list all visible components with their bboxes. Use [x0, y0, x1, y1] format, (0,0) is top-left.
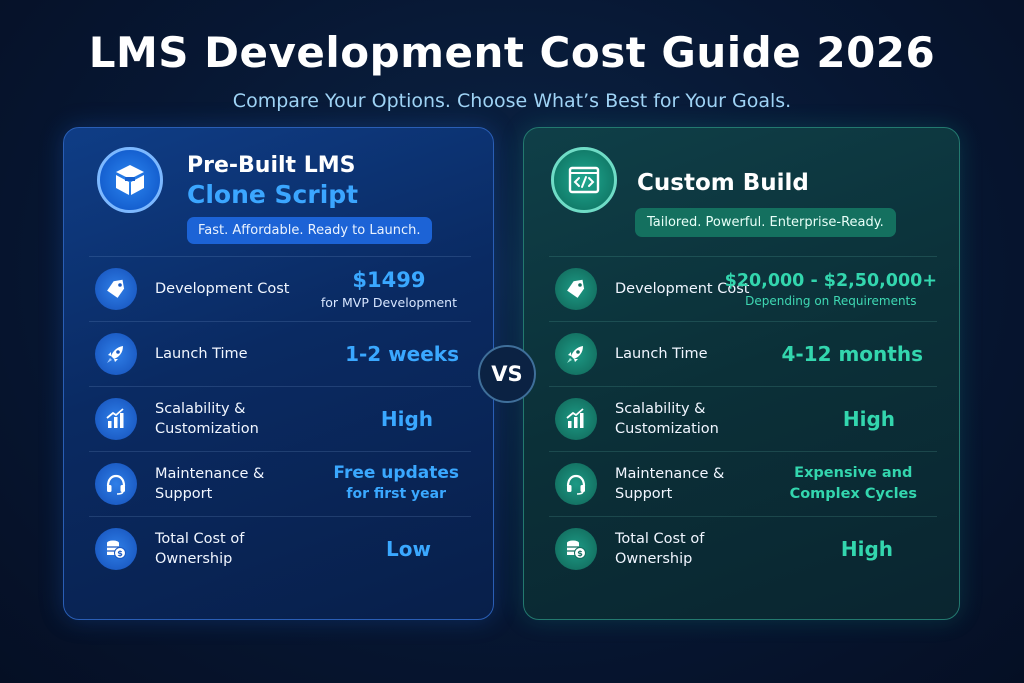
row-launch-time: Launch Time 1-2 weeks [89, 321, 471, 386]
tagline-badge: Fast. Affordable. Ready to Launch. [187, 217, 432, 244]
custom-build-card: Custom Build Tailored. Powerful. Enterpr… [523, 127, 960, 620]
prebuilt-lms-card: Pre-Built LMS Clone Script Fast. Afforda… [63, 127, 494, 620]
row-value-block: $20,000 - $2,50,000+ Depending on Requir… [725, 271, 937, 308]
comparison-rows: Development Cost $1499 for MVP Developme… [89, 256, 471, 581]
row-label: Development Cost [155, 281, 290, 297]
row-value: Free updates [333, 463, 459, 483]
coin-stack-icon: $ [555, 528, 597, 570]
row-label: Total Cost of Ownership [615, 531, 705, 567]
rocket-icon [555, 333, 597, 375]
row-value: 4-12 months [781, 342, 923, 366]
row-total-cost: $ Total Cost of Ownership Low [89, 516, 471, 581]
row-label: Maintenance & Support [615, 466, 725, 502]
row-maintenance: Maintenance & Support Free updates for f… [89, 451, 471, 516]
price-tag-icon [555, 268, 597, 310]
row-value-block: Free updates for first year [333, 463, 459, 505]
row-value-line2: for first year [346, 486, 447, 502]
svg-text:$: $ [577, 549, 583, 558]
row-scalability: Scalability & Customization High [89, 386, 471, 451]
code-window-icon [551, 147, 617, 213]
comparison-rows: Development Cost $20,000 - $2,50,000+ De… [549, 256, 937, 581]
row-label: Development Cost [615, 281, 750, 297]
row-label: Launch Time [155, 346, 248, 362]
row-value-note: Depending on Requirements [745, 293, 917, 308]
row-label: Scalability & Customization [615, 401, 719, 437]
row-maintenance: Maintenance & Support Expensive and Comp… [549, 451, 937, 516]
row-scalability: Scalability & Customization High [549, 386, 937, 451]
card-heading-line2: Clone Script [187, 180, 359, 209]
headset-icon [95, 463, 137, 505]
row-value: High [842, 407, 895, 431]
tagline-badge: Tailored. Powerful. Enterprise-Ready. [635, 208, 896, 237]
row-value-line2: Complex Cycles [789, 486, 917, 502]
row-development-cost: Development Cost $1499 for MVP Developme… [89, 256, 471, 321]
row-value: Low [386, 537, 431, 561]
coin-stack-icon: $ [95, 528, 137, 570]
row-label: Total Cost of Ownership [155, 531, 245, 567]
row-value: High [840, 537, 893, 561]
headset-icon [555, 463, 597, 505]
rocket-icon [95, 333, 137, 375]
row-value-block: $1499 for MVP Development [321, 268, 457, 310]
cube-box-icon [97, 147, 163, 213]
row-total-cost: $ Total Cost of Ownership High [549, 516, 937, 581]
row-value: High [380, 407, 433, 431]
page-title: LMS Development Cost Guide 2026 [88, 28, 936, 77]
page-subtitle: Compare Your Options. Choose What’s Best… [232, 90, 792, 112]
row-launch-time: Launch Time 4-12 months [549, 321, 937, 386]
row-value-block: Expensive and Complex Cycles [790, 463, 917, 505]
row-label: Launch Time [615, 346, 708, 362]
row-value: $20,000 - $2,50,000+ [724, 270, 937, 291]
growth-chart-icon [95, 398, 137, 440]
row-value: $1499 [352, 268, 426, 292]
card-heading-line1: Pre-Built LMS [187, 153, 356, 178]
row-value: 1-2 weeks [345, 342, 459, 366]
card-heading: Custom Build [637, 170, 809, 196]
row-value-note: for MVP Development [320, 295, 457, 310]
vs-badge: VS [478, 345, 536, 403]
row-label: Scalability & Customization [155, 401, 259, 437]
row-value: Expensive and [794, 465, 913, 481]
price-tag-icon [95, 268, 137, 310]
svg-text:$: $ [117, 549, 123, 558]
row-development-cost: Development Cost $20,000 - $2,50,000+ De… [549, 256, 937, 321]
growth-chart-icon [555, 398, 597, 440]
row-label: Maintenance & Support [155, 466, 265, 502]
